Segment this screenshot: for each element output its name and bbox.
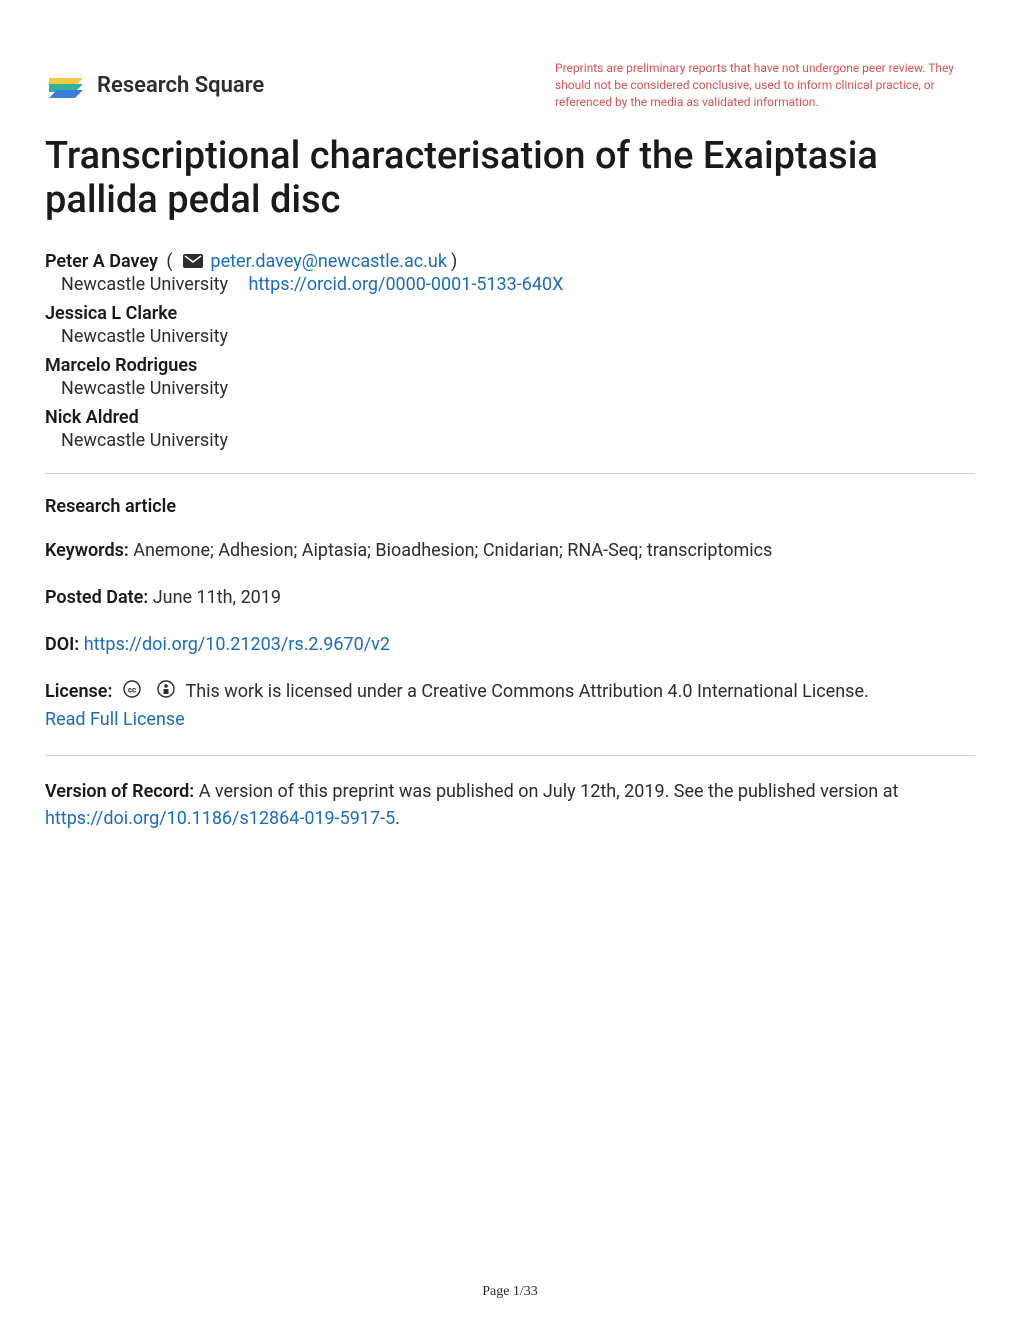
research-square-logo-icon [45,64,87,106]
license-link[interactable]: Read Full License [45,709,185,730]
by-icon [157,679,175,706]
author-paren-close: ) [451,251,457,272]
author-block: Marcelo Rodrigues Newcastle University [45,355,975,399]
license-row: License: cc This work is licensed under … [45,678,975,733]
header-row: Research Square Preprints are preliminar… [45,60,975,110]
email-icon [183,253,203,272]
license-label: License: [45,681,112,702]
cc-icon: cc [123,679,141,706]
author-block: Nick Aldred Newcastle University [45,407,975,451]
posted-date-label: Posted Date: [45,587,148,608]
license-text: This work is licensed under a Creative C… [185,681,868,702]
version-label: Version of Record: [45,781,194,802]
divider [45,755,975,756]
author-block: Peter A Davey ( peter.davey@newcastle.ac… [45,251,975,295]
article-title: Transcriptional characterisation of the … [45,135,975,222]
author-affiliation: Newcastle University [45,378,975,399]
author-name: Nick Aldred [45,407,139,428]
keywords-row: Keywords: Anemone; Adhesion; Aiptasia; B… [45,537,975,564]
author-email[interactable]: peter.davey@newcastle.ac.uk [211,251,447,272]
svg-text:cc: cc [128,685,136,694]
doi-link[interactable]: https://doi.org/10.21203/rs.2.9670/v2 [84,634,390,655]
preprint-disclaimer: Preprints are preliminary reports that h… [555,60,975,110]
keywords-value: Anemone; Adhesion; Aiptasia; Bioadhesion… [133,540,772,561]
keywords-label: Keywords: [45,540,129,561]
version-link[interactable]: https://doi.org/10.1186/s12864-019-5917-… [45,808,395,829]
page-number: Page 1/33 [0,1284,1020,1300]
author-affiliation: Newcastle University [45,326,975,347]
divider [45,473,975,474]
logo-text: Research Square [97,73,264,98]
posted-date-value: June 11th, 2019 [153,587,281,608]
doi-row: DOI: https://doi.org/10.21203/rs.2.9670/… [45,631,975,658]
author-paren-open: ( [162,251,173,272]
author-name: Peter A Davey [45,251,158,272]
author-name: Jessica L Clarke [45,303,177,324]
logo-block: Research Square [45,64,264,106]
version-row: Version of Record: A version of this pre… [45,778,975,832]
author-affiliation: Newcastle University [45,430,975,451]
authors-list: Peter A Davey ( peter.davey@newcastle.ac… [45,251,975,451]
version-text: A version of this preprint was published… [199,781,899,802]
orcid-link[interactable]: https://orcid.org/0000-0001-5133-640X [248,274,563,295]
author-name: Marcelo Rodrigues [45,355,197,376]
doi-label: DOI: [45,634,79,655]
version-period: . [395,808,400,829]
article-type: Research article [45,496,975,517]
author-block: Jessica L Clarke Newcastle University [45,303,975,347]
author-affiliation: Newcastle University https://orcid.org/0… [45,274,975,295]
posted-date-row: Posted Date: June 11th, 2019 [45,584,975,611]
